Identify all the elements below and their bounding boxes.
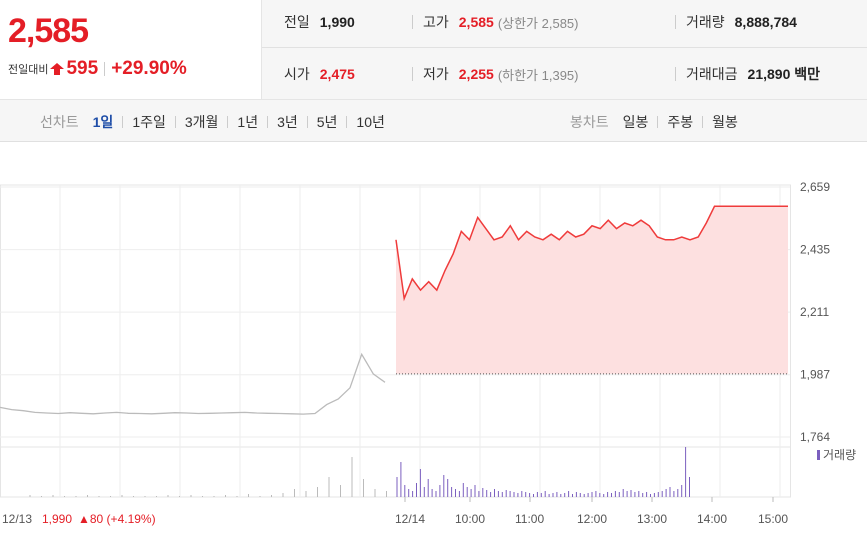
stat-value: 2,585 [458,14,494,30]
period-5y[interactable]: 5년 [316,114,338,130]
x-tick-label: 13:00 [637,512,667,526]
stat-label: 저가 [423,66,449,82]
y-tick-label: 1,987 [800,368,830,382]
x-tick-label: 12/14 [395,512,425,526]
line-chart-title: 선차트 [40,114,79,130]
stat-label: 고가 [423,14,449,30]
stat-value: 2,255 [458,66,494,82]
change-amount: 595 [66,58,99,79]
change-percent: +29.90% [111,58,187,79]
period-10y[interactable]: 10년 [356,114,385,130]
period-1y[interactable]: 1년 [237,114,259,130]
period-weekly[interactable]: 주봉 [667,114,694,130]
stat-divider [675,15,676,29]
period-divider [346,116,348,128]
stat-label: 거래대금 [686,66,738,82]
stat-value: 8,888,784 [734,14,797,30]
stat-divider [412,67,413,81]
stat-sub: (하한가 1,395) [497,67,579,83]
line-chart-periods: 선차트 1일 1주일 3개월 1년 3년 5년 10년 [40,112,385,132]
change-label: 전일대비 [8,64,49,76]
period-divider [267,116,269,128]
period-daily[interactable]: 일봉 [622,114,649,130]
stat-sub: (상한가 2,585) [497,15,579,31]
volume-legend-swatch [817,450,820,460]
stat-low: 저가 2,255 (하한가 1,395) [412,64,579,84]
stat-high: 고가 2,585 (상한가 2,585) [412,12,579,32]
x-tick-label: 12:00 [577,512,607,526]
stat-value: 21,890 백만 [747,66,821,82]
period-divider [702,116,704,128]
price-stats: 전일 1,990 시가 2,475 고가 2,585 (상한가 2,585) 저… [262,0,867,100]
x-tick-label: 14:00 [697,512,727,526]
price-change-row: 전일대비 595 +29.90% [8,58,187,80]
footer-prev-date: 12/13 [2,512,32,526]
period-divider [306,116,308,128]
chart-frame [0,184,791,498]
prev-day-line [0,352,386,415]
period-1d[interactable]: 1일 [92,114,114,130]
stat-label: 시가 [284,66,310,82]
candle-chart-title: 봉차트 [570,114,609,130]
period-divider [122,116,124,128]
period-divider [174,116,176,128]
stats-divider [262,47,867,48]
today-area-fill [396,206,788,374]
x-tick-label: 15:00 [758,512,788,526]
y-tick-label: 1,764 [800,430,830,444]
today-line [395,205,788,302]
stat-divider [675,67,676,81]
period-monthly[interactable]: 월봉 [712,114,738,130]
y-tick-label: 2,435 [800,243,830,257]
x-tick-label: 10:00 [455,512,485,526]
current-price: 2,585 [8,12,89,50]
intraday-chart[interactable]: 2,659 2,435 2,211 1,987 1,764 거래량 12/14 10:00 11… [0,142,867,548]
stat-open: 시가 2,475 [284,64,355,84]
x-tick-label: 11:00 [515,512,544,526]
stat-trade-value: 거래대금 21,890 백만 [675,64,820,84]
price-summary: 2,585 전일대비 595 +29.90% [0,0,262,100]
change-divider [104,62,106,76]
stat-volume: 거래량 8,888,784 [675,12,797,32]
stat-value: 2,475 [319,66,355,82]
volume-legend-label: 거래량 [823,448,856,462]
candle-chart-periods: 봉차트 일봉 주봉 월봉 [570,112,738,132]
chart-svg: 2,659 2,435 2,211 1,987 1,764 거래량 12/14 10:00 11… [0,180,856,526]
period-toolbar: 선차트 1일 1주일 3개월 1년 3년 5년 10년 봉차트 일봉 주봉 월봉 [0,100,867,142]
y-tick-label: 2,211 [800,305,829,319]
stat-label: 거래량 [686,14,725,30]
footer-prev-close: 1,990 [42,512,72,526]
period-divider [227,116,229,128]
stat-value: 1,990 [319,14,355,30]
period-3m[interactable]: 3개월 [184,114,219,130]
up-arrow-icon [50,63,65,75]
period-3y[interactable]: 3년 [277,114,298,130]
stat-prev-close: 전일 1,990 [284,12,355,32]
period-divider [657,116,659,128]
stat-label: 전일 [284,14,310,30]
footer-prev-change: ▲80 (+4.19%) [78,512,156,526]
y-tick-label: 2,659 [800,180,830,194]
period-1w[interactable]: 1주일 [132,114,166,130]
stat-divider [412,15,413,29]
